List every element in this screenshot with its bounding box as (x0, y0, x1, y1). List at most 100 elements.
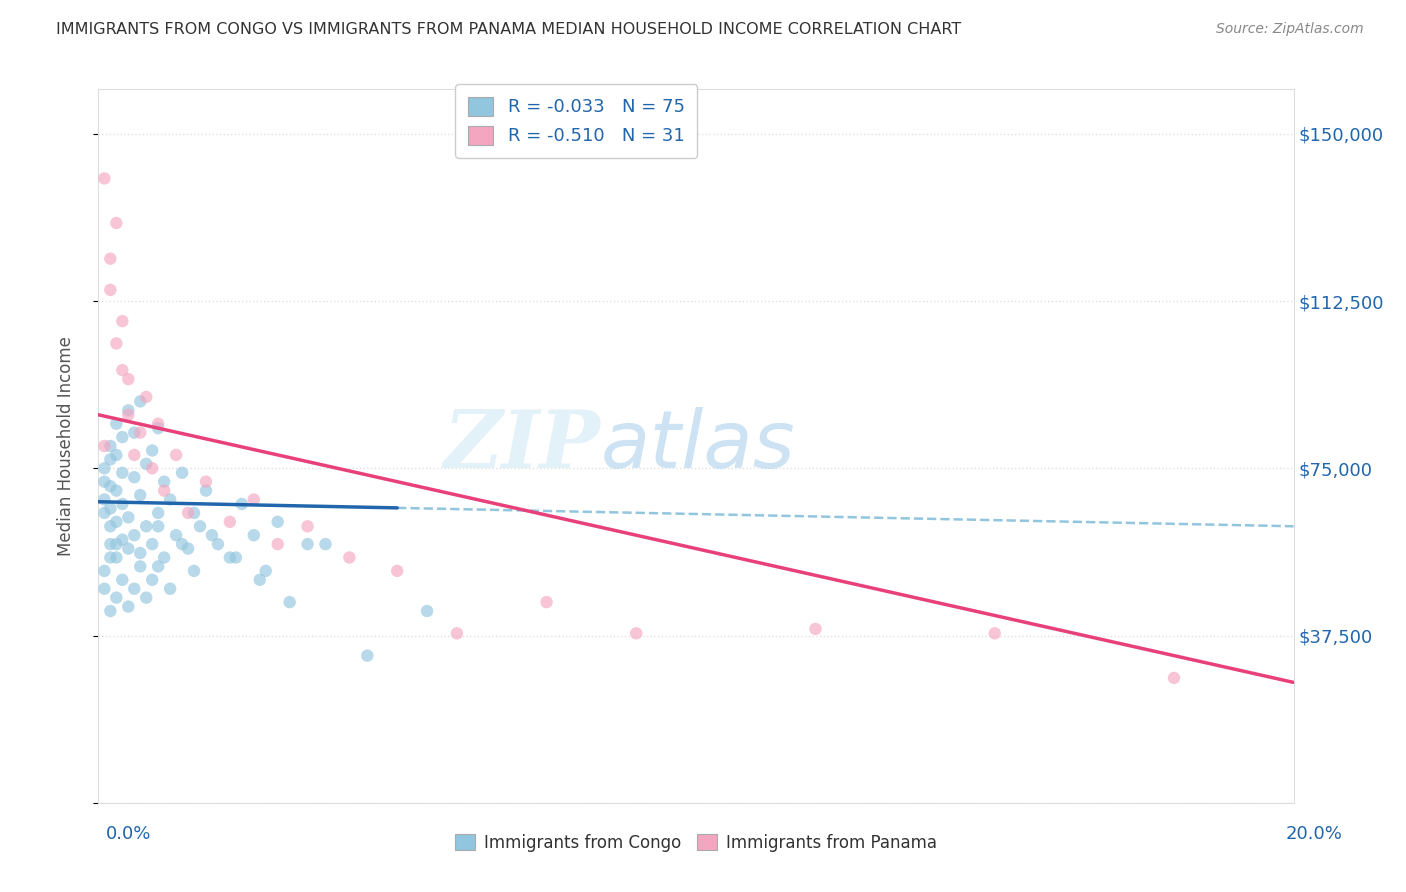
Point (105, 336, 128, 351)
Point (93, 439, 115, 453)
Point (111, 533, 134, 547)
Point (117, 510, 139, 524)
Point (267, 537, 290, 551)
Point (117, 403, 139, 417)
Point (105, 216, 128, 230)
Point (254, 564, 277, 578)
Point (267, 515, 290, 529)
Point (984, 626, 1007, 640)
Point (105, 515, 128, 529)
Point (93, 492, 115, 507)
Point (111, 573, 134, 587)
Point (536, 595, 558, 609)
Point (177, 541, 200, 556)
Point (111, 430, 134, 444)
Point (1163, 671, 1185, 685)
Point (148, 506, 170, 520)
Point (93, 506, 115, 520)
Point (124, 528, 146, 542)
Point (117, 541, 139, 556)
Legend: Immigrants from Congo, Immigrants from Panama: Immigrants from Congo, Immigrants from P… (449, 828, 943, 859)
Point (188, 519, 211, 533)
Point (626, 626, 648, 640)
Point (201, 528, 224, 542)
Point (804, 622, 827, 636)
Point (297, 537, 319, 551)
Point (98, 479, 122, 493)
Text: 20.0%: 20.0% (1286, 825, 1343, 843)
Point (183, 506, 205, 520)
Point (124, 582, 146, 596)
Point (98, 604, 122, 618)
Point (225, 550, 247, 565)
Point (135, 591, 157, 605)
Point (385, 564, 409, 578)
Point (153, 550, 176, 565)
Point (98, 439, 122, 453)
Text: Source: ZipAtlas.com: Source: ZipAtlas.com (1216, 22, 1364, 37)
Point (111, 466, 134, 480)
Point (339, 550, 361, 565)
Point (129, 546, 152, 560)
Text: ZIP: ZIP (443, 408, 600, 484)
Point (141, 443, 163, 458)
Point (111, 497, 134, 511)
Point (177, 506, 200, 520)
Point (93, 171, 115, 186)
Point (98, 283, 122, 297)
Point (249, 573, 271, 587)
Point (135, 457, 157, 471)
Point (219, 550, 242, 565)
Point (117, 599, 139, 614)
Point (356, 648, 378, 663)
Point (98, 252, 122, 266)
Point (159, 492, 181, 507)
Point (129, 394, 152, 409)
Point (153, 483, 176, 498)
Point (297, 519, 319, 533)
Point (315, 537, 337, 551)
Point (105, 483, 128, 498)
Point (148, 417, 170, 431)
Point (153, 475, 176, 489)
Point (124, 425, 146, 440)
Point (93, 475, 115, 489)
Point (165, 448, 187, 462)
Point (93, 564, 115, 578)
Point (183, 564, 205, 578)
Point (416, 604, 439, 618)
Point (243, 492, 266, 507)
Point (98, 501, 122, 516)
Point (105, 537, 128, 551)
Point (111, 363, 134, 377)
Point (98, 519, 122, 533)
Point (129, 559, 152, 574)
Point (243, 528, 266, 542)
Point (98, 550, 122, 565)
Point (129, 425, 152, 440)
Point (105, 550, 128, 565)
Point (446, 626, 468, 640)
Point (278, 595, 301, 609)
Text: atlas: atlas (600, 407, 796, 485)
Point (165, 528, 187, 542)
Point (105, 591, 128, 605)
Point (141, 573, 163, 587)
Point (148, 559, 170, 574)
Point (141, 537, 163, 551)
Point (93, 582, 115, 596)
Point (195, 475, 218, 489)
Point (172, 466, 194, 480)
Point (195, 483, 218, 498)
Point (93, 461, 115, 475)
Point (105, 448, 128, 462)
Y-axis label: Median Household Income: Median Household Income (56, 336, 75, 556)
Text: IMMIGRANTS FROM CONGO VS IMMIGRANTS FROM PANAMA MEDIAN HOUSEHOLD INCOME CORRELAT: IMMIGRANTS FROM CONGO VS IMMIGRANTS FROM… (56, 22, 962, 37)
Text: 0.0%: 0.0% (105, 825, 150, 843)
Point (141, 461, 163, 475)
Point (124, 470, 146, 484)
Point (148, 421, 170, 435)
Point (124, 448, 146, 462)
Point (231, 497, 253, 511)
Point (117, 372, 139, 386)
